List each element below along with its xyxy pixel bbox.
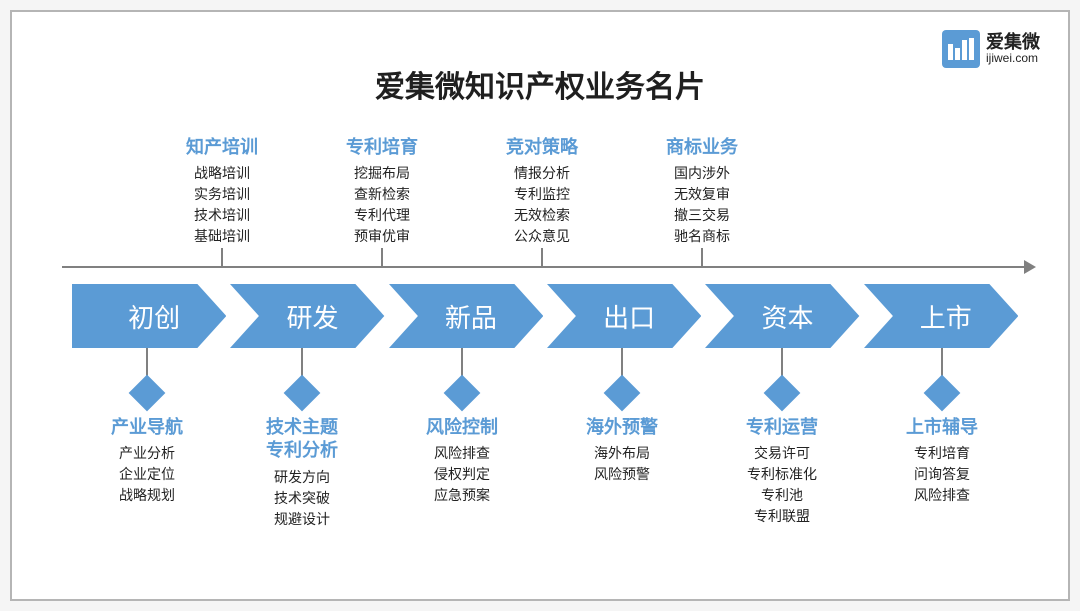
service-item: 技术突破 (222, 488, 382, 509)
axis-arrow-icon (1024, 260, 1036, 274)
bottom-service-block: 风险控制风险排查侵权判定应急预案 (382, 416, 542, 506)
service-item: 实务培训 (142, 184, 302, 205)
bottom-service-block: 专利运营交易许可专利标准化专利池专利联盟 (702, 416, 862, 527)
stage-label: 初创 (72, 284, 226, 348)
top-service-block: 竞对策略情报分析专利监控无效检索公众意见 (462, 136, 622, 247)
service-items: 情报分析专利监控无效检索公众意见 (462, 163, 622, 247)
service-item: 预审优审 (302, 226, 462, 247)
service-item: 交易许可 (702, 443, 862, 464)
service-item: 研发方向 (222, 467, 382, 488)
service-heading: 产业导航 (67, 416, 227, 439)
diamond-icon (129, 375, 166, 412)
service-item: 风险预警 (542, 464, 702, 485)
stage-label: 新品 (389, 284, 543, 348)
diamond-icon (924, 375, 961, 412)
service-heading: 专利培育 (302, 136, 462, 159)
axis-tick (381, 248, 383, 266)
service-item: 企业定位 (67, 464, 227, 485)
service-item: 风险排查 (862, 485, 1022, 506)
diamond-icon (284, 375, 321, 412)
top-service-block: 知产培训战略培训实务培训技术培训基础培训 (142, 136, 302, 247)
logo-en: ijiwei.com (986, 52, 1040, 65)
service-item: 专利标准化 (702, 464, 862, 485)
service-item: 问询答复 (862, 464, 1022, 485)
logo-cn: 爱集微 (986, 33, 1040, 53)
slide-container: 爱集微 ijiwei.com 爱集微知识产权业务名片 知产培训战略培训实务培训技… (10, 10, 1070, 601)
service-item: 海外布局 (542, 443, 702, 464)
bottom-service-block: 产业导航产业分析企业定位战略规划 (67, 416, 227, 506)
bottom-service-block: 上市辅导专利培育问询答复风险排查 (862, 416, 1022, 506)
service-item: 专利监控 (462, 184, 622, 205)
axis-tick (541, 248, 543, 266)
service-items: 战略培训实务培训技术培训基础培训 (142, 163, 302, 247)
axis-tick (701, 248, 703, 266)
top-service-block: 专利培育挖掘布局查新检索专利代理预审优审 (302, 136, 462, 247)
stage-arrow-row: 初创研发新品出口资本上市 (72, 284, 1018, 348)
diamond-icon (604, 375, 641, 412)
service-item: 公众意见 (462, 226, 622, 247)
stage-label: 上市 (864, 284, 1018, 348)
service-heading: 竞对策略 (462, 136, 622, 159)
diamond-icon (764, 375, 801, 412)
bottom-service-block: 技术主题专利分析研发方向技术突破规避设计 (222, 416, 382, 530)
service-item: 专利联盟 (702, 506, 862, 527)
page-title: 爱集微知识产权业务名片 (42, 62, 1038, 106)
service-item: 挖掘布局 (302, 163, 462, 184)
service-item: 国内涉外 (622, 163, 782, 184)
service-item: 产业分析 (67, 443, 227, 464)
service-item: 情报分析 (462, 163, 622, 184)
service-items: 风险排查侵权判定应急预案 (382, 443, 542, 506)
stage-arrow: 初创 (72, 284, 226, 348)
axis-line (62, 266, 1028, 268)
service-items: 海外布局风险预警 (542, 443, 702, 485)
service-heading: 知产培训 (142, 136, 302, 159)
bottom-service-block: 海外预警海外布局风险预警 (542, 416, 702, 485)
service-items: 专利培育问询答复风险排查 (862, 443, 1022, 506)
stage-arrow: 研发 (230, 284, 384, 348)
service-heading: 海外预警 (542, 416, 702, 439)
service-heading: 上市辅导 (862, 416, 1022, 439)
axis-tick (221, 248, 223, 266)
stage-label: 研发 (230, 284, 384, 348)
logo: 爱集微 ijiwei.com (942, 30, 1040, 68)
service-items: 产业分析企业定位战略规划 (67, 443, 227, 506)
stage-label: 资本 (705, 284, 859, 348)
service-item: 专利池 (702, 485, 862, 506)
service-heading: 专利运营 (702, 416, 862, 439)
service-heading: 技术主题专利分析 (222, 416, 382, 463)
service-items: 交易许可专利标准化专利池专利联盟 (702, 443, 862, 527)
service-item: 专利代理 (302, 205, 462, 226)
logo-icon (942, 30, 980, 68)
top-service-block: 商标业务国内涉外无效复审撤三交易驰名商标 (622, 136, 782, 247)
service-heading: 商标业务 (622, 136, 782, 159)
service-item: 无效复审 (622, 184, 782, 205)
service-heading: 风险控制 (382, 416, 542, 439)
service-item: 侵权判定 (382, 464, 542, 485)
service-item: 技术培训 (142, 205, 302, 226)
logo-text: 爱集微 ijiwei.com (986, 33, 1040, 66)
service-items: 国内涉外无效复审撤三交易驰名商标 (622, 163, 782, 247)
stage-arrow: 资本 (705, 284, 859, 348)
service-items: 研发方向技术突破规避设计 (222, 467, 382, 530)
stage-arrow: 新品 (389, 284, 543, 348)
stage-label: 出口 (547, 284, 701, 348)
service-item: 基础培训 (142, 226, 302, 247)
process-diagram: 知产培训战略培训实务培训技术培训基础培训专利培育挖掘布局查新检索专利代理预审优审… (42, 136, 1038, 566)
stage-arrow: 上市 (864, 284, 1018, 348)
service-item: 规避设计 (222, 509, 382, 530)
service-item: 风险排查 (382, 443, 542, 464)
service-items: 挖掘布局查新检索专利代理预审优审 (302, 163, 462, 247)
diamond-icon (444, 375, 481, 412)
service-item: 战略规划 (67, 485, 227, 506)
service-item: 驰名商标 (622, 226, 782, 247)
service-item: 战略培训 (142, 163, 302, 184)
service-item: 无效检索 (462, 205, 622, 226)
service-item: 应急预案 (382, 485, 542, 506)
stage-arrow: 出口 (547, 284, 701, 348)
service-item: 撤三交易 (622, 205, 782, 226)
service-item: 专利培育 (862, 443, 1022, 464)
service-item: 查新检索 (302, 184, 462, 205)
